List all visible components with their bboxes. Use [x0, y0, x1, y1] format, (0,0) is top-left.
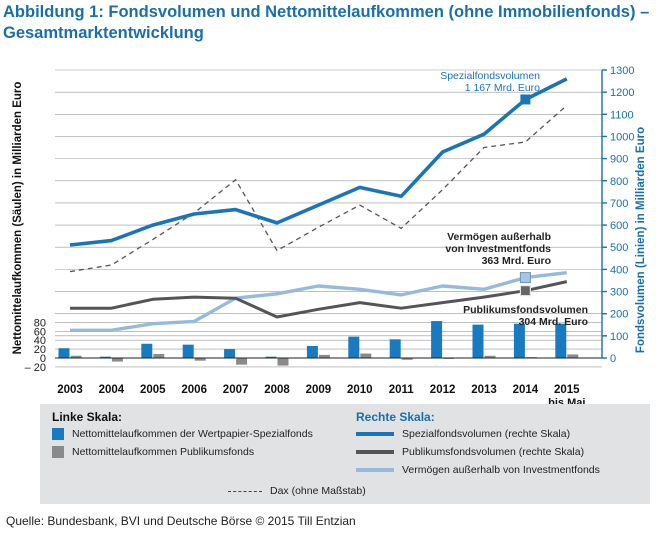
- legend-item-line-spezial: Spezialfondsvolumen (rechte Skala): [356, 428, 570, 440]
- ytick-left-2: 20: [34, 344, 46, 356]
- ytick-right-7: 700: [610, 198, 628, 210]
- ytick-right-8: 800: [610, 176, 628, 188]
- ytick-left-4: 60: [34, 326, 46, 338]
- ytick-right-9: 900: [610, 154, 628, 166]
- marker-publikum: [519, 285, 532, 297]
- ytick-right-0: 0: [610, 353, 616, 365]
- xtick-2014: 2014: [513, 384, 539, 396]
- annotation-vermoegen-line-1: von Investmentfonds: [445, 243, 551, 255]
- legend-item-bar-spezial: Nettomittelaufkommen der Wertpapier-Spez…: [52, 428, 313, 440]
- xtick-2011: 2011: [389, 384, 415, 396]
- xtick-2015: 2015: [554, 384, 580, 396]
- bar-s0-2010: [348, 336, 360, 358]
- y-axis-title-right: Fondsvolumen (Linien) in Milliarden Euro: [635, 127, 647, 353]
- legend-right-heading: Rechte Skala:: [356, 410, 435, 424]
- bar-s0-2015: [555, 323, 567, 358]
- marker-vermoegen: [519, 272, 531, 284]
- ytick-right-4: 400: [610, 264, 628, 276]
- ytick-right-13: 1300: [610, 65, 634, 77]
- bar-s1-2015: [567, 354, 579, 358]
- legend-swatch-dax: [228, 490, 262, 492]
- ytick-left-1: 0: [40, 353, 46, 365]
- ytick-left-0: – 20: [25, 362, 46, 374]
- legend-label-dax: Dax (ohne Maßstab): [270, 485, 366, 497]
- xtick-2006: 2006: [181, 384, 207, 396]
- ytick-left-3: 40: [34, 335, 46, 347]
- y-axis-title-left: Nettomittelaufkommen (Säulen) in Milliar…: [12, 82, 24, 355]
- bar-s0-2011: [389, 339, 401, 358]
- legend-item-line-publikum: Publikumsfondsvolumen (rechte Skala): [356, 446, 584, 458]
- chart-title: Abbildung 1: Fondsvolumen und Nettomitte…: [3, 3, 650, 42]
- xtick-2012: 2012: [430, 384, 456, 396]
- annotation-publikum-line-1: 304 Mrd. Euro: [519, 316, 588, 328]
- legend-swatch-line-publikum: [356, 450, 394, 454]
- legend-item-dax: Dax (ohne Maßstab): [228, 485, 366, 497]
- legend-label-bar-publikum: Nettomittelaufkommen Publikumsfonds: [72, 446, 255, 458]
- ytick-right-6: 600: [610, 220, 628, 232]
- legend-swatch-bar-spezial: [52, 428, 64, 440]
- xtick-2009: 2009: [306, 384, 332, 396]
- annotation-publikum-line-0: Publikumsfondsvolumen: [463, 304, 588, 316]
- xtick-2013: 2013: [471, 384, 497, 396]
- xtick-2004: 2004: [99, 384, 125, 396]
- xtick-2005: 2005: [140, 384, 166, 396]
- legend-item-bar-publikum: Nettomittelaufkommen Publikumsfonds: [52, 446, 254, 458]
- legend-label-line-publikum: Publikumsfondsvolumen (rechte Skala): [402, 446, 585, 458]
- ytick-right-3: 300: [610, 287, 628, 299]
- ytick-right-1: 100: [610, 331, 628, 343]
- bar-s0-2012: [431, 321, 443, 358]
- line-series-1: [70, 280, 568, 319]
- bar-s1-2008: [277, 358, 289, 366]
- ytick-right-11: 1100: [610, 109, 634, 121]
- legend-label-bar-spezial: Nettomittelaufkommen der Wertpapier-Spez…: [72, 428, 313, 440]
- legend-item-line-vermoegen: Vermögen außerhalb von Investmentfonds: [356, 464, 600, 476]
- legend-label-line-vermoegen: Vermögen außerhalb von Investmentfonds: [402, 464, 600, 476]
- line-series-2: [70, 271, 567, 332]
- annotation-spezial-line-1: 1 167 Mrd. Euro: [465, 82, 540, 94]
- legend-swatch-line-spezial: [356, 432, 394, 436]
- xtick-2007: 2007: [223, 384, 249, 396]
- annotation-vermoegen-line-2: 363 Mrd. Euro: [482, 255, 551, 267]
- bar-s1-2003: [70, 355, 82, 358]
- bar-s1-2009: [318, 354, 330, 358]
- annotation-vermoegen-line-0: Vermögen außerhalb: [447, 231, 551, 243]
- bar-s1-2004: [111, 358, 123, 362]
- annotation-spezial-line-0: Spezialfondsvolumen: [440, 70, 540, 82]
- bar-s1-2005: [153, 353, 165, 358]
- bar-s1-2007: [236, 358, 248, 365]
- legend-label-line-spezial: Spezialfondsvolumen (rechte Skala): [402, 428, 571, 440]
- legend-swatch-line-vermoegen: [356, 468, 394, 472]
- ytick-right-10: 1000: [610, 131, 634, 143]
- bar-s1-2010: [360, 353, 372, 358]
- xtick-2010: 2010: [347, 384, 373, 396]
- ytick-left-5: 80: [34, 317, 46, 329]
- bar-s0-2013: [472, 324, 484, 358]
- bar-s0-2007: [224, 349, 236, 358]
- xtick-2008: 2008: [264, 384, 290, 396]
- legend-swatch-bar-publikum: [52, 446, 64, 458]
- ytick-right-5: 500: [610, 242, 628, 254]
- ytick-right-2: 200: [610, 309, 628, 321]
- bar-s1-2013: [484, 355, 496, 358]
- bar-s0-2008: [265, 356, 277, 358]
- line-series-3: [69, 104, 568, 273]
- bar-s1-2006: [194, 358, 206, 361]
- legend-left-heading: Linke Skala:: [52, 410, 123, 424]
- bar-s0-2006: [182, 344, 194, 358]
- bar-s0-2003: [58, 348, 70, 358]
- ytick-right-12: 1200: [610, 87, 634, 99]
- line-series-0: [69, 77, 568, 247]
- bar-s1-2011: [401, 358, 413, 360]
- bar-s0-2005: [141, 343, 153, 358]
- xtick-2003: 2003: [57, 384, 83, 396]
- bar-s0-2009: [306, 345, 318, 358]
- marker-spezial: [520, 94, 531, 105]
- source-note: Quelle: Bundesbank, BVI und Deutsche Bör…: [6, 514, 356, 528]
- legend: Linke Skala: Rechte Skala: Nettomittelau…: [40, 404, 650, 504]
- bar-s0-2004: [99, 356, 111, 358]
- bar-s0-2014: [513, 323, 525, 358]
